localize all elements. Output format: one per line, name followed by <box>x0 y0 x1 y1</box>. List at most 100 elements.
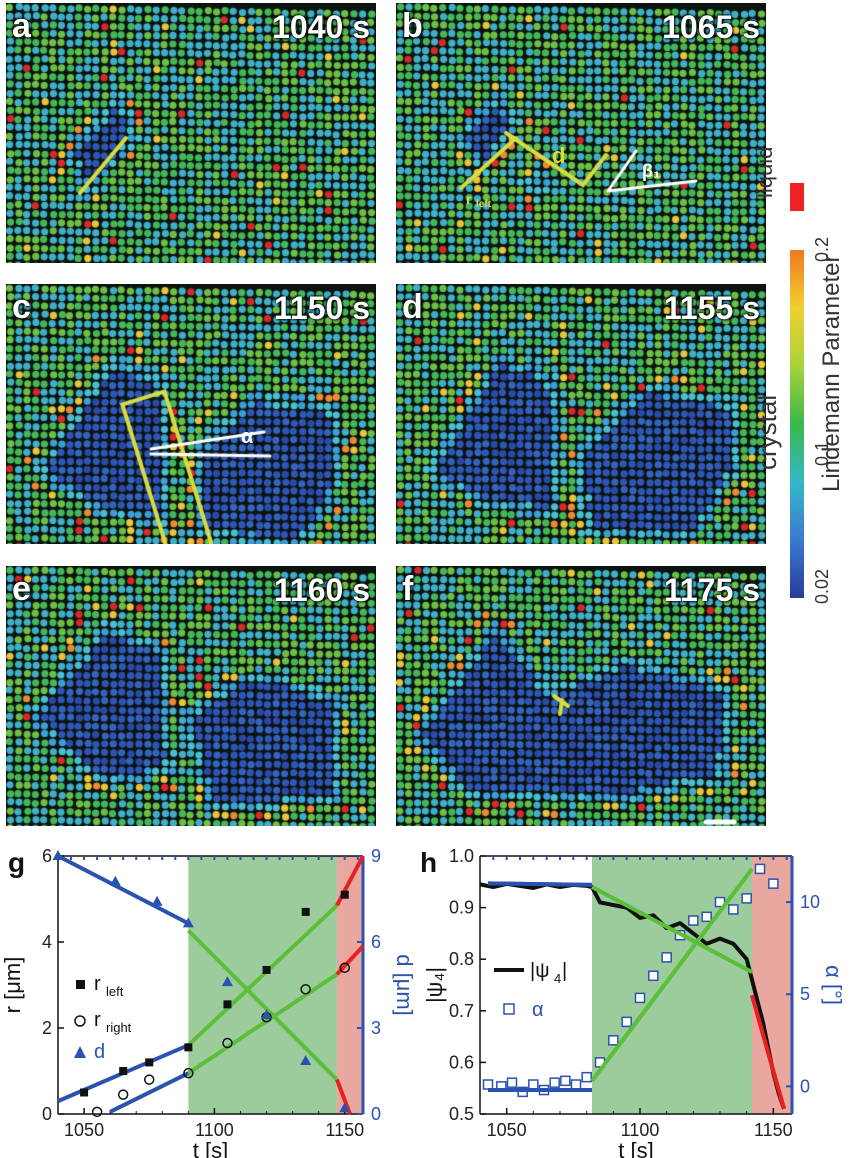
legend-label: r <box>94 973 101 995</box>
data-point-alpha <box>528 1079 539 1090</box>
data-point-d <box>109 875 121 886</box>
data-point-alpha <box>661 952 672 963</box>
colorbar-tick-bottom: 0.02 <box>812 568 832 604</box>
micrograph-image <box>396 566 766 826</box>
micrograph-image <box>396 3 766 263</box>
legend-label: d <box>94 1041 105 1063</box>
data-point-alpha <box>768 878 779 889</box>
fit-line-green <box>186 903 339 1047</box>
y-tick-label: 1.0 <box>449 848 474 866</box>
colorbar <box>790 250 804 598</box>
legend-label: |ψ <box>530 960 549 982</box>
panel-label: a <box>12 7 31 45</box>
fit-line-blue <box>109 1071 190 1114</box>
legend-label-sub: left <box>106 984 124 999</box>
data-point-d <box>339 1102 351 1113</box>
y-tick-label: 0 <box>42 1104 52 1124</box>
fit-line-blue <box>57 854 190 926</box>
micrograph-image <box>6 3 376 263</box>
data-point-rright <box>117 1089 129 1100</box>
legend-label-bar: | <box>562 960 567 982</box>
panel-label: b <box>402 7 423 45</box>
micrograph-panel-a: a 1040 s <box>6 3 376 263</box>
chart-panel-label: g <box>8 848 25 878</box>
panel-time: 1065 s <box>662 9 760 45</box>
alpha-annotation: α <box>241 426 254 448</box>
chart-panel-label: h <box>420 848 437 878</box>
y-tick-label: 4 <box>42 932 52 952</box>
data-point-d <box>300 1054 312 1065</box>
data-point-alpha <box>608 1035 619 1046</box>
chart-g: g 1050 1100 1150 0 2 4 6 0 3 6 9 t [s] r [μm] d [μm] r l… <box>0 848 417 1158</box>
data-point-rleft <box>223 1000 232 1009</box>
beta-annotation: β₁ <box>642 161 661 181</box>
data-point-alpha <box>570 1079 582 1090</box>
panel-time: 1160 s <box>273 572 370 608</box>
legend-label: α <box>532 999 544 1021</box>
legend-marker-square <box>76 980 85 989</box>
legend-marker-circle <box>74 1015 86 1027</box>
data-point-alpha <box>506 1077 518 1088</box>
colorbar-tick-mid: 0.1 <box>812 440 832 466</box>
y2-tick-label: 6 <box>371 932 381 952</box>
liquid-swatch <box>790 183 804 211</box>
data-point-alpha <box>549 1077 560 1088</box>
micrograph-image <box>6 566 376 826</box>
data-point-alpha <box>688 915 699 926</box>
y-tick-label: 0.6 <box>449 1052 474 1072</box>
legend-label-sub: right <box>106 1020 132 1035</box>
micrograph-panel-b: b 1065 s d β₁ r left <box>396 3 766 263</box>
data-point-alpha <box>634 992 646 1004</box>
y-tick-label: 0.7 <box>449 1001 474 1021</box>
data-point-alpha <box>741 893 752 904</box>
y2-axis-label: α [°] <box>821 965 846 1005</box>
x-tick-label: 1050 <box>64 1120 104 1140</box>
data-point-alpha <box>482 1079 494 1090</box>
data-point-d <box>221 976 233 987</box>
data-point-rright <box>300 984 311 995</box>
data-point-rleft <box>119 1067 128 1075</box>
data-point-alpha <box>754 863 766 875</box>
data-point-alpha <box>621 1016 632 1028</box>
data-point-rleft <box>262 965 271 974</box>
colorbar-crystal-label: crystal <box>752 394 782 470</box>
data-point-rleft <box>80 1088 89 1097</box>
data-point-rright <box>143 1074 155 1085</box>
legend-label: r <box>94 1009 101 1031</box>
rleft-sub-annotation: left <box>476 199 491 210</box>
fit-line-red <box>750 994 786 1110</box>
data-point-rright <box>91 1106 103 1118</box>
micrograph-panel-f: f 1175 s <box>396 566 766 826</box>
y-axis-label: |ψ₄| <box>422 967 447 1003</box>
colorbar-liquid-label: liquid <box>752 146 777 198</box>
x-axis-label: t [s] <box>193 1138 228 1158</box>
panel-time: 1175 s <box>663 572 760 608</box>
panel-time: 1150 s <box>273 290 370 326</box>
fit-line-blue <box>487 881 593 887</box>
y2-tick-label: 3 <box>371 1018 381 1038</box>
panel-time: 1155 s <box>663 290 760 326</box>
y2-tick-label: 0 <box>800 1076 810 1096</box>
data-point-alpha <box>701 911 712 923</box>
y2-axis-label: d [μm] <box>392 954 417 1016</box>
d-annotation: d <box>552 143 566 168</box>
legend-label-sub: 4 <box>554 971 561 986</box>
data-point-alpha <box>560 1075 571 1087</box>
micrograph-panel-c: c 1150 s α <box>6 284 376 544</box>
x-tick-label: 1150 <box>325 1120 364 1140</box>
panel-time: 1040 s <box>272 9 370 45</box>
x-axis-label: t [s] <box>618 1138 653 1158</box>
data-point-rleft <box>340 890 349 899</box>
y2-tick-label: 9 <box>371 848 381 866</box>
fit-line-green <box>186 929 339 1082</box>
fit-line-green <box>187 972 339 1075</box>
micrograph-image <box>6 284 376 544</box>
data-point-rright <box>339 962 351 974</box>
legend-marker-triangle <box>74 1046 86 1058</box>
colorbar-tick-top: 0.2 <box>812 236 832 262</box>
y-tick-label: 6 <box>42 848 52 866</box>
data-point-alpha <box>648 970 659 982</box>
y-tick-label: 0.5 <box>449 1104 474 1124</box>
data-point-d <box>151 895 163 906</box>
